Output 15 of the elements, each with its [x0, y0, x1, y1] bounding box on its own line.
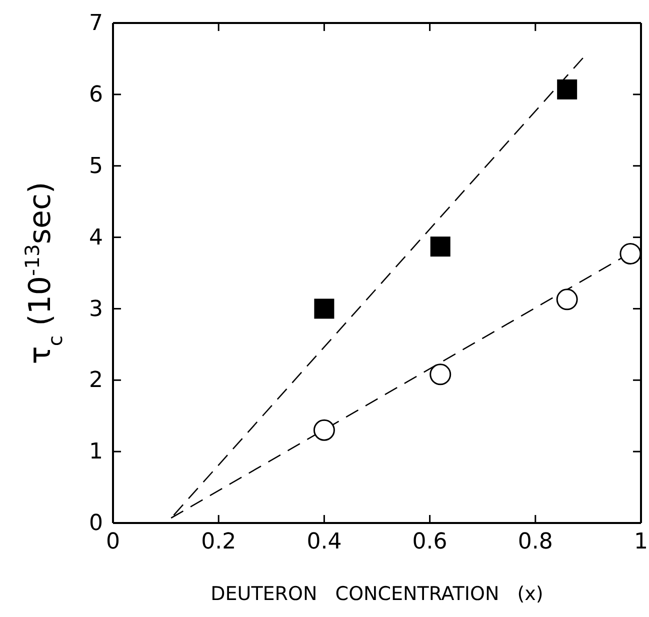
y-tick-label: 0: [89, 511, 103, 536]
x-axis-title: DEUTERON CONCENTRATION (x): [210, 583, 544, 605]
y-tick-label: 4: [89, 225, 103, 250]
y-tick-label: 2: [89, 368, 103, 394]
x-tick-label: 0.2: [201, 530, 236, 555]
y-tick-label: 1: [89, 440, 103, 465]
y-tick-label: 3: [89, 296, 103, 322]
x-tick-label: 0.4: [306, 530, 342, 555]
x-tick-label: 0.6: [412, 530, 448, 555]
y-tick-label: 5: [89, 154, 103, 179]
x-tick-label: 0.8: [518, 530, 553, 555]
x-tick-label: 1: [634, 530, 648, 555]
y-tick-label: 6: [89, 82, 103, 108]
y-tick-label: 7: [89, 11, 103, 36]
x-tick-label: 0: [106, 530, 120, 555]
